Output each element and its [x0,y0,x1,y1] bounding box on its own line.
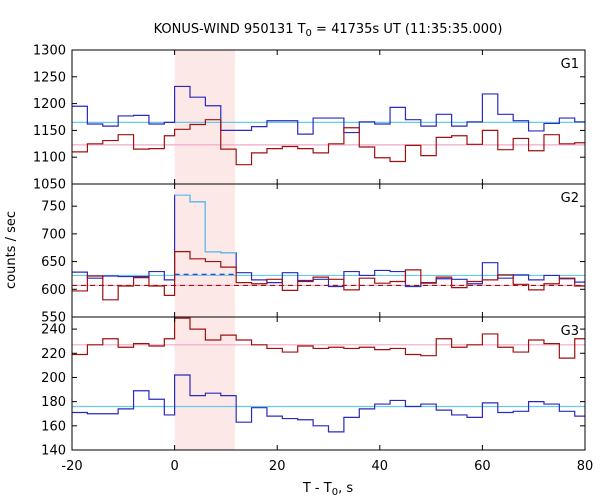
y-axis-label: counts / sec [4,211,19,289]
y-tick-label: 220 [41,347,66,362]
y-tick-label: 750 [41,200,66,215]
panel-frame [71,316,586,451]
x-tick-label: 0 [170,459,178,474]
panel-frame [71,183,586,318]
x-tick-label: 60 [474,459,491,474]
y-tick-label: 180 [41,395,66,410]
panel-g3: 140 160 180 200 220 240 G3 [41,316,586,459]
panel-label: G3 [561,324,579,339]
series-g2-blue-0 [72,194,585,288]
series-g2-red-1 [72,251,585,301]
x-axis-label: T - T0, s [302,481,353,498]
x-tick-label: -20 [61,459,82,474]
y-tick-label: 1050 [33,178,66,193]
y-tick-label: 550 [41,311,66,326]
y-tick-label: 700 [41,227,66,242]
panel-label: G1 [561,57,579,72]
y-tick-label: 140 [41,444,66,459]
y-tick-label: 1300 [33,44,66,59]
y-tick-label: 1150 [33,124,66,139]
y-tick-label: 1200 [33,97,66,112]
panel-g2: 550 600 650 700 750 G2 [41,183,586,326]
series-g1-red-1 [72,119,585,166]
y-tick-label: 240 [41,323,66,338]
panel-label: G2 [561,191,579,206]
panel-series-group [72,194,585,301]
y-tick-label: 160 [41,419,66,434]
y-tick-label: 200 [41,371,66,386]
y-tick-label: 1250 [33,70,66,85]
series-g2-light_blue-2 [174,194,237,254]
plot-area: 105011001150120012501300G155060065070075… [33,44,593,475]
series-g3-red-0 [72,317,585,359]
y-tick-label: 650 [41,255,66,270]
panel-series-group [72,85,585,166]
panel-g1: 1050 1100 1150 1200 1250 1300 G1 [33,44,586,193]
y-tick-label: 1100 [33,151,66,166]
y-tick-label: 600 [41,283,66,298]
chart-title: KONUS-WIND 950131 T0 = 41735s UT (11:35:… [154,22,503,39]
series-g3-blue-1 [72,374,585,433]
series-g1-blue-0 [72,85,585,135]
x-tick-label: 40 [372,459,389,474]
x-tick-label: 80 [577,459,594,474]
panel-series-group [72,317,585,433]
x-tick-label: 20 [269,459,286,474]
